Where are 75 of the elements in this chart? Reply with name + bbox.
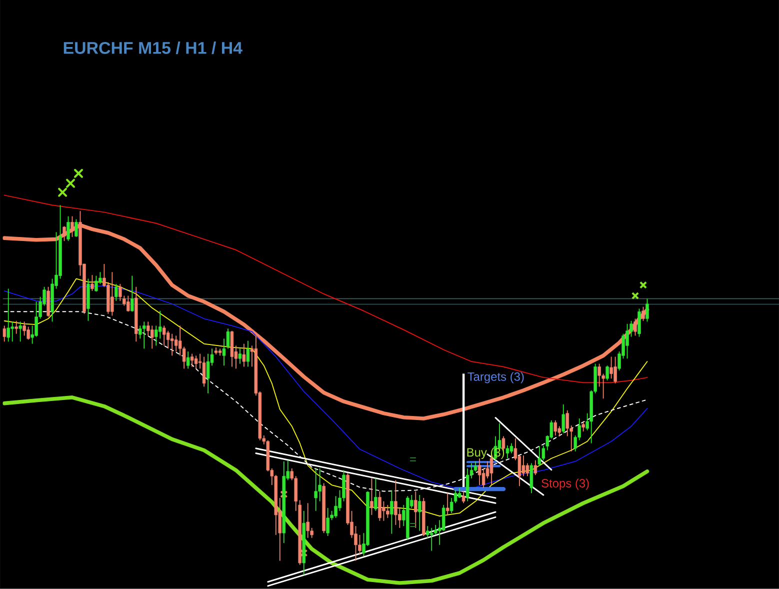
- candlestick: [534, 460, 538, 476]
- candlestick: [626, 323, 629, 360]
- candlestick: [458, 488, 462, 498]
- candlestick: [382, 500, 386, 522]
- candlestick: [6, 288, 10, 342]
- candlestick: [190, 353, 194, 368]
- candlestick: [22, 321, 26, 336]
- candlestick: [370, 478, 374, 516]
- candlestick: [334, 496, 338, 518]
- annotation: Targets (3): [468, 372, 524, 384]
- candlestick: [614, 356, 617, 384]
- candlestick: [374, 478, 378, 512]
- candlestick: [414, 490, 418, 528]
- candlestick: [530, 462, 534, 494]
- candlestick: [462, 490, 466, 504]
- candlestick: [418, 494, 422, 532]
- candlestick: [634, 318, 637, 336]
- candlestick: [378, 490, 382, 522]
- candlestick: [566, 410, 569, 437]
- candlestick: [474, 460, 478, 472]
- candlestick: [118, 284, 122, 302]
- candlestick: [386, 504, 390, 518]
- candlestick: [354, 526, 358, 562]
- candlestick: [150, 325, 154, 350]
- candlestick: [446, 492, 450, 516]
- point: [631, 292, 640, 300]
- candlestick: [610, 356, 613, 380]
- candlestick: [314, 468, 318, 512]
- candlestick: [394, 480, 398, 526]
- candlestick: [506, 445, 510, 459]
- candlestick: [74, 218, 78, 238]
- candlestick: [126, 295, 130, 312]
- candlestick: [110, 272, 114, 316]
- candlestick: [606, 365, 609, 381]
- chart-title: EURCHF M15 / H1 / H4: [64, 42, 242, 54]
- candlestick: [642, 306, 645, 322]
- candlestick: [246, 340, 250, 368]
- candlestick: [62, 226, 66, 242]
- candlestick: [390, 490, 394, 534]
- candlestick: [90, 274, 94, 292]
- candlestick: [158, 310, 162, 340]
- candlestick: [2, 325, 6, 342]
- candlestick: [114, 284, 118, 302]
- candlestick: [238, 348, 242, 364]
- candlestick: [242, 343, 246, 368]
- candlestick: [18, 321, 22, 342]
- candlestick: [646, 298, 649, 322]
- candlestick: [598, 363, 601, 388]
- candlestick: [94, 275, 98, 292]
- annotation: =: [410, 457, 416, 462]
- candlestick: [186, 351, 190, 370]
- candlestick: [478, 458, 482, 486]
- candlestick: [66, 216, 70, 242]
- candlestick: [70, 216, 74, 238]
- candlestick: [526, 462, 530, 477]
- candlestick: [358, 534, 362, 556]
- candlestick: [194, 355, 198, 370]
- candlestick: [638, 308, 641, 338]
- point: [639, 281, 648, 289]
- annotation: Stops (3): [542, 478, 589, 490]
- candlestick: [442, 504, 446, 532]
- candlestick: [170, 333, 174, 356]
- candlestick: [326, 508, 330, 537]
- candlestick: [202, 356, 206, 388]
- candlestick: [430, 527, 434, 552]
- candlestick: [162, 325, 166, 346]
- candlestick: [582, 421, 585, 432]
- candlestick: [14, 320, 18, 334]
- candlestick: [554, 420, 558, 436]
- candlestick: [142, 321, 146, 350]
- candlestick: [538, 446, 542, 466]
- candlestick: [562, 404, 565, 434]
- candlestick: [306, 502, 310, 538]
- candlestick: [130, 275, 134, 312]
- candlestick: [522, 455, 526, 477]
